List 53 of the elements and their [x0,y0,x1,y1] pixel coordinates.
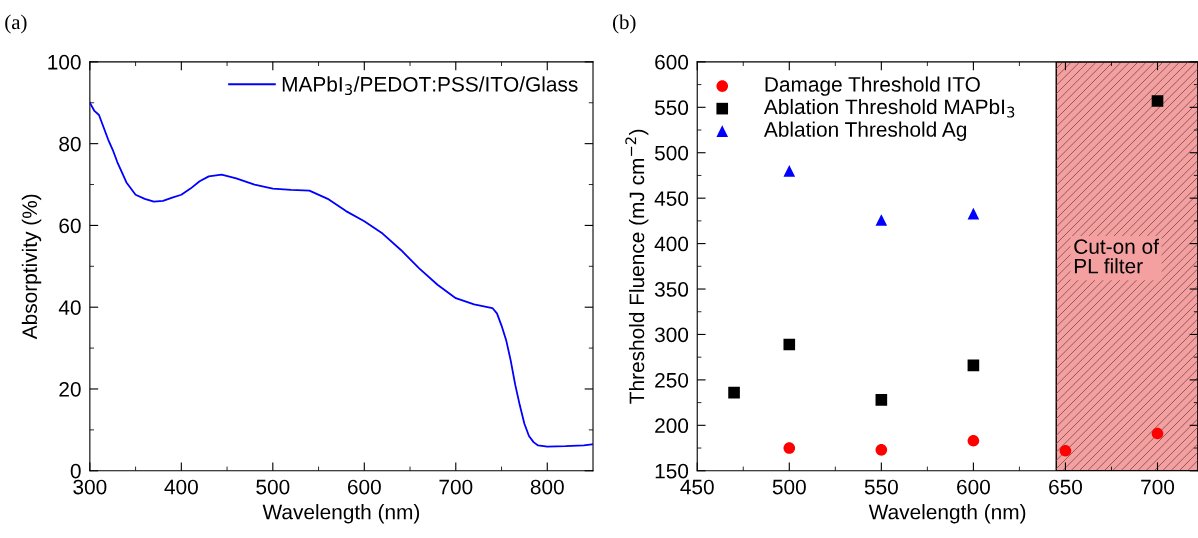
point [783,442,796,454]
y-tick-label: 0 [70,463,81,479]
x-tick-label: 700 [1141,479,1175,495]
y-tick-label: 600 [655,54,689,70]
point [875,214,888,226]
x-tick-label: 550 [864,479,898,495]
x-axis-title: Wavelength (nm) [262,504,420,524]
x-tick-label: 450 [680,479,714,495]
chart-title: (a) [5,14,27,34]
y-tick-label: 60 [59,218,81,234]
y-tick-label: 250 [655,372,689,388]
point [728,386,740,399]
x-tick-label: 400 [164,479,198,495]
x-tick-label: 600 [347,479,381,495]
x-tick-label: 650 [1049,479,1083,495]
chart-title: (b) [613,14,636,34]
y-tick-label: 20 [59,381,81,397]
point [1059,444,1072,457]
y-tick-label: 450 [654,191,689,206]
x-tick-label: 700 [439,479,473,495]
band-label: Cut-on of PL filter [1074,238,1159,274]
x-tick-label: 300 [73,479,107,495]
point [967,207,980,220]
y-tick-label: 200 [655,418,689,434]
legend-label: Damage Threshold ITO [765,76,980,96]
y-tick-label: 300 [654,327,689,343]
y-tick-label: 40 [58,300,81,315]
y-tick-label: 100 [48,54,81,70]
x-tick-label: 500 [256,479,290,495]
legend-label: Ablation Threshold Ag [763,121,967,141]
point [875,394,888,406]
point [1151,427,1164,440]
x-tick-label: 500 [772,479,806,495]
legend-label: MAPbI$_{3}$/PEDOT:PSS/ITO/Glass [282,76,578,96]
point [875,444,888,456]
point [783,165,796,177]
legend-label: Ablation Threshold MAPbI$_{3}$ [763,98,1015,118]
point [1151,95,1164,107]
y-axis-title: Absorptivity (%) [21,194,42,340]
x-axis-title: Wavelength (nm) [868,504,1026,524]
x-tick-label: 800 [530,479,564,495]
y-tick-label: 80 [59,136,81,152]
point [783,338,796,351]
x-tick-label: 600 [957,479,990,495]
y-tick-label: 150 [655,463,689,479]
y-tick-label: 400 [654,236,689,252]
y-tick-label: 350 [654,282,689,297]
point [967,359,980,372]
line-series [89,101,594,448]
point [967,434,980,447]
y-tick-label: 500 [654,145,689,161]
y-tick-label: 550 [654,100,689,116]
y-axis-title: Threshold Fluence (mJ cm$^{−2}$) [625,129,649,404]
